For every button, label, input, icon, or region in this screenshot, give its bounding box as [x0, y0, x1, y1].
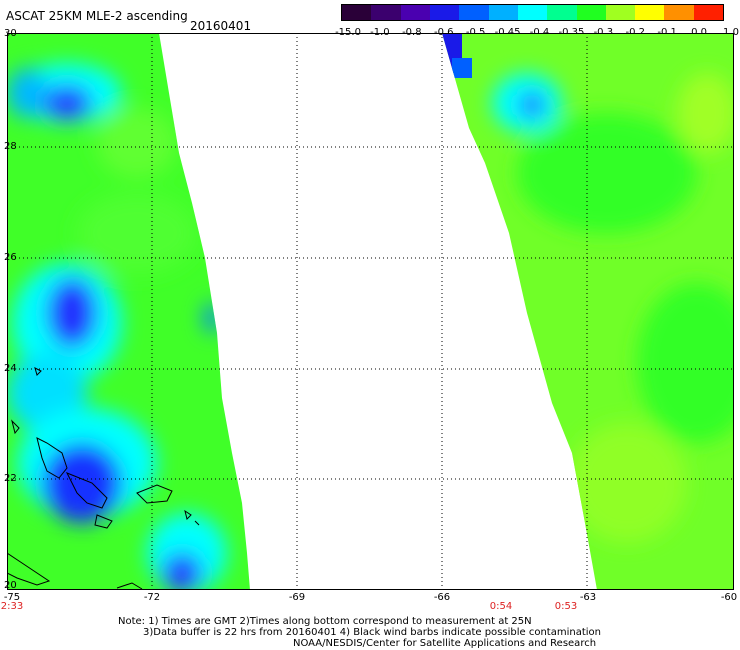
lat-label: 28: [4, 141, 17, 152]
swath-map: [7, 33, 734, 590]
colorbar-segment: [664, 5, 694, 20]
footnote: Note: 1) Times are GMT 2)Times along bot…: [118, 616, 601, 649]
colorbar-label: -0.1: [657, 27, 677, 38]
colorbar-label: -1.0: [370, 27, 390, 38]
colorbar-segment: [342, 5, 372, 20]
colorbar-label: -0.8: [402, 27, 422, 38]
colorbar-segment: [547, 5, 577, 20]
colorbar-label: -0.6: [433, 27, 454, 38]
coastline: [7, 367, 200, 590]
map-frame: [7, 33, 734, 590]
colorbar-label: -0.4: [529, 27, 550, 38]
colorbar-segment: [429, 5, 460, 20]
graticule: [7, 33, 734, 590]
colorbar-segment: [459, 5, 489, 20]
lon-label: -69: [288, 592, 306, 603]
footnote-line: Note: 1) Times are GMT 2)Times along bot…: [118, 616, 532, 627]
colorbar-segment: [400, 5, 430, 20]
time-label: 2:33: [0, 601, 24, 612]
colorbar-label: -15.0: [335, 27, 361, 38]
right-swath: [442, 33, 734, 590]
lon-label: -63: [579, 592, 597, 603]
colorbar-label: -0.35: [558, 27, 585, 38]
time-label: 0:53: [554, 601, 578, 612]
map-date: 20160401: [190, 19, 252, 33]
lat-label: 26: [4, 252, 17, 263]
colorbar-label: -0.45: [494, 27, 521, 38]
colorbar-label: 1.0: [723, 27, 739, 38]
footnote-line: 3)Data buffer is 22 hrs from 20160401 4)…: [143, 627, 601, 638]
colorbar-segment: [517, 5, 548, 20]
lon-label: -72: [143, 592, 161, 603]
time-label: 0:54: [489, 601, 513, 612]
colorbar-label: 0.0: [691, 27, 708, 38]
map-title: ASCAT 25KM MLE-2 ascending: [6, 9, 188, 23]
lon-label: -60: [720, 592, 738, 603]
colorbar-label: -0.2: [625, 27, 646, 38]
colorbar-segment: [635, 5, 665, 20]
lon-label: -75: [3, 592, 21, 603]
colorbar-label: -0.3: [593, 27, 614, 38]
lat-label: 30: [4, 28, 17, 39]
colorbar-segment: [488, 5, 518, 20]
colorbar-labels: -15.0 -1.0 -0.8 -0.6 -0.5 -0.45 -0.4 -0.35 -0.3-…: [330, 27, 739, 39]
colorbar-segment: [576, 5, 606, 20]
footnote-credit: NOAA/NESDIS/Center for Satellite Applica…: [293, 638, 597, 649]
lat-label: 20: [4, 580, 17, 591]
colorbar-segment: [693, 5, 724, 20]
colorbar-segment: [605, 5, 636, 20]
colorbar-segment: [371, 5, 401, 20]
lat-label: 24: [4, 363, 17, 374]
lon-label: -66: [433, 592, 451, 603]
left-swath: [7, 33, 250, 590]
colorbar-label: -0.5: [465, 27, 486, 38]
lat-label: 22: [4, 473, 17, 484]
colorbar: [341, 4, 724, 21]
